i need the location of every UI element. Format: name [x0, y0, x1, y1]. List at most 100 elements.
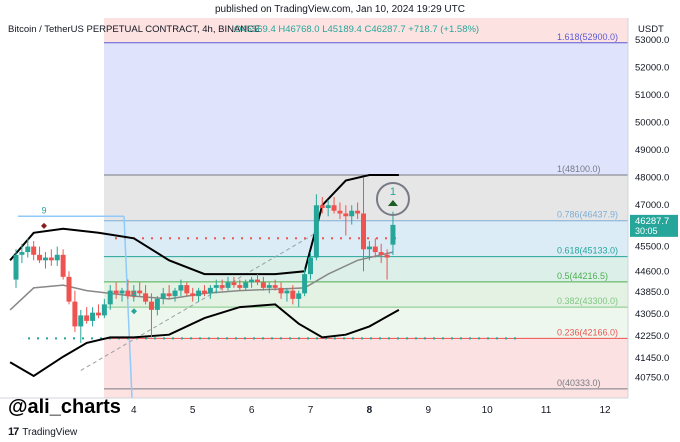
- resistance-dot: [151, 237, 153, 240]
- candle: [213, 279, 219, 294]
- fib-label: 0.618(45133.0): [557, 246, 618, 256]
- support-dot: [478, 337, 480, 340]
- support-dot: [28, 337, 30, 340]
- candle-body: [137, 290, 143, 294]
- x-tick-label: 12: [599, 405, 611, 416]
- support-dot: [280, 337, 282, 340]
- support-dot: [316, 337, 318, 340]
- candle: [78, 309, 84, 343]
- support-dot: [379, 337, 381, 340]
- fib-label: 1.618(52900.0): [557, 32, 618, 42]
- tradingview-footer: 17 TradingView: [8, 426, 77, 438]
- diamond-marker-icon: [131, 308, 137, 315]
- candle-body: [278, 287, 284, 294]
- support-dot: [235, 337, 237, 340]
- candle: [343, 205, 349, 236]
- candle: [113, 282, 119, 299]
- candle: [219, 279, 225, 291]
- candle: [201, 285, 207, 297]
- support-dot: [352, 337, 354, 340]
- support-dot: [73, 337, 75, 340]
- candle: [42, 252, 48, 269]
- candle: [390, 211, 396, 256]
- support-dot: [460, 337, 462, 340]
- support-dot: [289, 337, 291, 340]
- candle-body: [355, 210, 361, 214]
- resistance-dot: [340, 237, 342, 240]
- support-dot: [325, 337, 327, 340]
- candle-body: [331, 205, 337, 211]
- candle: [308, 252, 313, 280]
- x-tick-label: 8: [367, 405, 373, 416]
- candle-body: [95, 312, 101, 316]
- candle-body: [272, 285, 278, 288]
- resistance-dot: [205, 237, 207, 240]
- candle-body: [78, 315, 84, 327]
- support-dot: [505, 337, 507, 340]
- fib-zone: [104, 42, 628, 175]
- candle-body: [201, 290, 207, 294]
- price-label-box: [630, 214, 678, 237]
- candles: [13, 177, 396, 343]
- candle-body: [290, 290, 296, 299]
- candle-body: [366, 246, 372, 250]
- support-dot: [136, 337, 138, 340]
- y-tick-label: 42250.0: [635, 331, 669, 342]
- resistance-dot: [259, 237, 261, 240]
- resistance-dot: [286, 237, 288, 240]
- resistance-dot: [115, 237, 117, 240]
- publish-note: published on TradingView.com, Jan 10, 20…: [215, 4, 465, 15]
- candle: [31, 241, 37, 261]
- fib-zone: [104, 256, 628, 282]
- candle-body: [54, 254, 60, 261]
- resistance-dot: [178, 237, 180, 240]
- y-tick-label: 53000.0: [635, 35, 669, 46]
- candle: [90, 307, 96, 327]
- callout-number: 1: [390, 186, 396, 198]
- candle-body: [131, 290, 137, 297]
- support-dot: [55, 337, 57, 340]
- candle: [13, 249, 19, 288]
- resistance-dot: [304, 237, 306, 240]
- y-tick-label: 44600.0: [635, 266, 669, 277]
- fib-label: 0(40333.0): [557, 378, 601, 388]
- candle: [378, 243, 384, 264]
- candle-body: [84, 315, 90, 321]
- candle: [272, 279, 278, 291]
- candle: [372, 238, 378, 258]
- callout-circle: [375, 181, 410, 216]
- support-dot: [46, 337, 48, 340]
- resistance-dot: [277, 237, 279, 240]
- up-arrow-icon: [387, 199, 398, 206]
- candle: [254, 274, 260, 286]
- candle: [172, 287, 178, 302]
- support-dot: [100, 337, 102, 340]
- sequential-count: 9: [41, 206, 46, 216]
- y-tick-label: 43850.0: [635, 287, 669, 298]
- resistance-dot: [358, 237, 360, 240]
- candle: [137, 282, 143, 297]
- candle: [166, 285, 172, 299]
- candle-body: [284, 290, 290, 294]
- candle: [319, 196, 325, 214]
- time-axis[interactable]: 4 5 6 7 8 9 10 11 12: [0, 397, 628, 416]
- price-axis[interactable]: 53000.0 52000.0 51000.0 50000.0 49000.0 48000…: [627, 18, 678, 398]
- x-tick-label: 11: [541, 405, 552, 416]
- fib-zone: [104, 307, 628, 339]
- candle-body: [325, 205, 331, 208]
- measure-line: [123, 216, 133, 399]
- candle-body: [243, 282, 249, 288]
- support-dot: [163, 337, 165, 340]
- candle: [154, 296, 160, 316]
- resistance-dot: [196, 237, 198, 240]
- candle-body: [296, 293, 302, 299]
- x-tick-label: 7: [308, 405, 314, 416]
- fib-label: 0.382(43300.0): [557, 296, 618, 306]
- candle-body: [154, 298, 160, 310]
- bollinger-upper: [9, 174, 399, 276]
- support-dot: [172, 337, 174, 340]
- candle: [107, 285, 113, 310]
- resistance-dot: [223, 237, 225, 240]
